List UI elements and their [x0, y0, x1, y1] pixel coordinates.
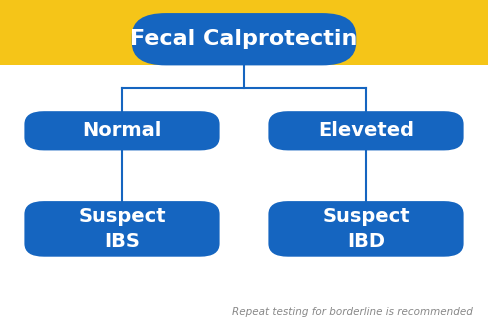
FancyBboxPatch shape — [24, 201, 220, 257]
FancyBboxPatch shape — [268, 111, 464, 150]
FancyBboxPatch shape — [24, 111, 220, 150]
Text: Suspect
IBS: Suspect IBS — [78, 207, 166, 251]
Text: Normal: Normal — [82, 121, 162, 140]
Text: Eleveted: Eleveted — [318, 121, 414, 140]
FancyBboxPatch shape — [268, 201, 464, 257]
Text: Fecal Calprotectin: Fecal Calprotectin — [130, 29, 358, 49]
Bar — [0, 0, 488, 65]
Text: Suspect
IBD: Suspect IBD — [322, 207, 410, 251]
Text: Repeat testing for borderline is recommended: Repeat testing for borderline is recomme… — [232, 307, 473, 317]
FancyBboxPatch shape — [132, 13, 356, 65]
